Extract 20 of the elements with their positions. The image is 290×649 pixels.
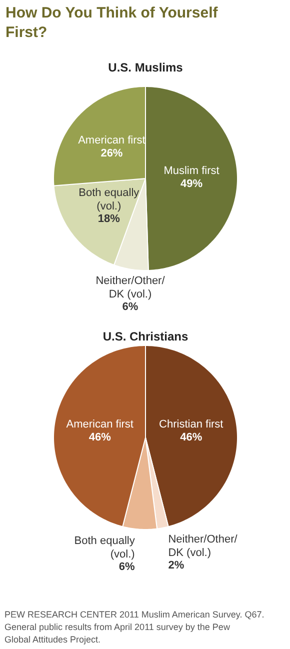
data-label: 46%: [180, 432, 202, 444]
text: PEW RESEARCH CENTER 2011 Muslim American Survey. Q67. General public results from April 2011 survey by the Pew Global Attitudes Project.: [4, 610, 264, 644]
data-label: 6%: [122, 300, 138, 313]
data-label: 2%: [168, 559, 184, 572]
data-label: 49%: [180, 178, 203, 190]
slice-label: Neither/Other/ DK (vol.): [168, 533, 238, 560]
chart-subtitle: U.S. Muslims: [108, 60, 184, 74]
data-label: 6%: [118, 560, 136, 573]
data-label: 18%: [98, 212, 120, 225]
slice-label: Christian first: [159, 418, 224, 431]
chart-title: How Do You Think of Yourself First?: [6, 4, 219, 42]
slice-label: American first: [78, 134, 146, 146]
slice-label: Muslim first: [164, 164, 220, 177]
data-label: 46%: [88, 432, 112, 444]
slice-label: Both equally (vol.): [78, 186, 140, 213]
slice-label: American first: [66, 418, 134, 431]
slice-label: Both equally (vol.): [74, 534, 136, 561]
slice-label: Neither/Other/ DK (vol.): [96, 274, 166, 301]
data-label: 26%: [100, 147, 123, 160]
chart-subtitle: U.S. Christians: [102, 330, 189, 344]
